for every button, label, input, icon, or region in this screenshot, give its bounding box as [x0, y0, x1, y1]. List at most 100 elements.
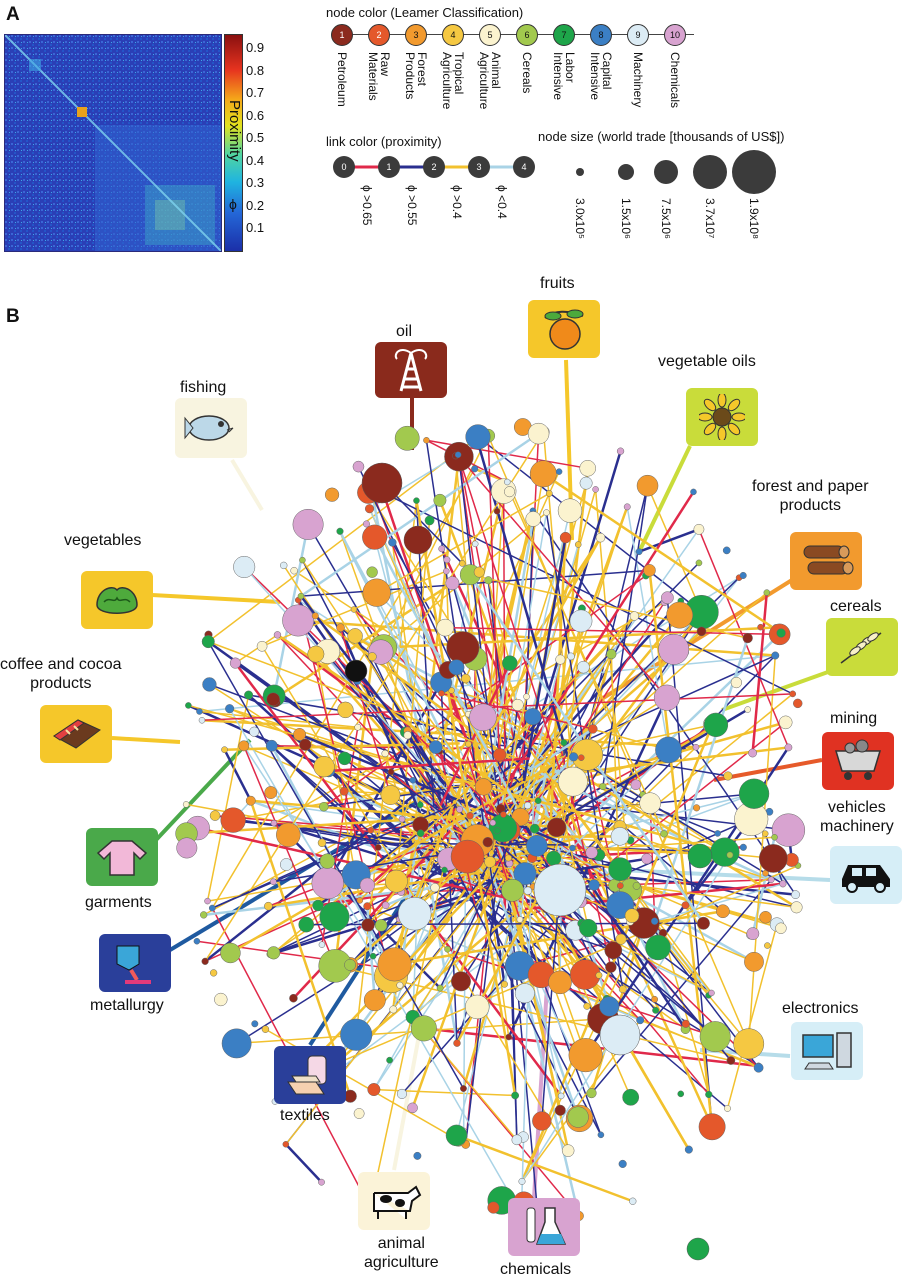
- node-color-legend-item: 5 Animal Agriculture: [472, 24, 508, 109]
- network-node: [569, 752, 579, 762]
- network-node: [389, 1005, 398, 1014]
- legend-node-label: Labor Intensive: [551, 52, 577, 101]
- network-node: [543, 509, 550, 516]
- fabric-rolls-icon: [274, 1046, 346, 1104]
- network-node: [182, 801, 190, 808]
- legend-node-label: Machinery: [631, 52, 645, 108]
- network-node: [374, 844, 382, 851]
- network-link: [551, 755, 575, 780]
- node-size-legend: 3.0x10⁵ 1.5x10⁶ 7.5x10⁶ 3.7x10⁷ 1.9x10⁸: [560, 148, 820, 258]
- network-node: [388, 538, 397, 547]
- network-link: [228, 708, 523, 1215]
- network-node: [436, 618, 454, 637]
- network-node: [523, 886, 533, 895]
- network-link: [297, 619, 600, 976]
- network-node: [645, 934, 671, 961]
- network-node: [293, 728, 306, 741]
- network-node: [208, 904, 216, 912]
- network-node: [461, 673, 471, 684]
- network-link: [471, 537, 602, 766]
- network-node: [708, 989, 715, 997]
- network-node: [511, 698, 524, 711]
- colorbar-tick-label: 0.6: [246, 107, 265, 123]
- link-legend-label: ϕ >0.55: [405, 185, 419, 226]
- network-node: [518, 1177, 526, 1185]
- network-node: [557, 766, 588, 797]
- sweater-icon: [86, 828, 158, 886]
- network-node: [599, 996, 620, 1017]
- network-node: [238, 740, 250, 752]
- legend-node-circle: 1: [331, 24, 353, 46]
- network-link: [522, 537, 567, 782]
- network-node: [789, 690, 797, 698]
- network-node: [629, 1197, 637, 1205]
- network-node: [299, 738, 312, 751]
- node-color-legend-item: 4 Tropical Agriculture: [435, 24, 471, 109]
- link-color-legend: 0 1 2 3 4 ϕ >0.65 ϕ >0.55 ϕ >0.4 ϕ <0.4: [330, 155, 540, 245]
- category-connector-line: [392, 1029, 422, 1171]
- network-node: [397, 896, 432, 931]
- network-node: [523, 693, 530, 700]
- network-node: [359, 877, 375, 893]
- network-link: [473, 431, 569, 757]
- network-node: [723, 771, 733, 781]
- mining-cart-icon: [822, 732, 894, 790]
- network-node: [746, 927, 760, 940]
- network-node: [610, 827, 630, 846]
- network-node: [453, 1039, 461, 1047]
- network-node: [651, 995, 659, 1003]
- network-node: [775, 922, 787, 934]
- network-node: [443, 567, 450, 575]
- category-label-chemicals: chemicals: [500, 1261, 572, 1278]
- network-node: [505, 1033, 512, 1041]
- network-node: [643, 564, 656, 577]
- node-color-legend-item: 9 Machinery: [620, 24, 656, 107]
- network-node: [444, 945, 451, 953]
- network-node: [465, 740, 472, 748]
- network-node: [710, 837, 740, 867]
- node-size-label: 7.5x10⁶: [659, 198, 673, 239]
- network-node: [445, 576, 460, 591]
- network-node: [771, 651, 780, 660]
- network-node: [374, 919, 388, 932]
- category-label-vegetable-oils: vegetable oils: [658, 353, 756, 370]
- cow-icon: [358, 1172, 430, 1230]
- network-node: [362, 578, 391, 607]
- colorbar-tick-label: 0.5: [246, 130, 265, 145]
- network-node: [569, 844, 576, 852]
- link-legend-node: 0: [333, 156, 355, 178]
- network-node: [560, 739, 568, 747]
- proximity-colorbar: [224, 34, 243, 252]
- network-node: [630, 779, 642, 791]
- network-node: [618, 985, 627, 994]
- network-link: [412, 852, 523, 1018]
- network-node: [588, 724, 598, 734]
- network-link: [380, 435, 489, 653]
- network-node: [722, 546, 731, 555]
- network-link: [441, 692, 593, 730]
- node-size-label: 3.0x10⁵: [573, 198, 587, 240]
- network-node: [730, 676, 742, 689]
- network-link: [590, 879, 772, 1094]
- network-node: [652, 1006, 660, 1014]
- network-node: [742, 633, 753, 644]
- network-node: [513, 862, 537, 886]
- network-link: [376, 477, 471, 748]
- network-link: [201, 719, 697, 749]
- network-link: [507, 822, 518, 1140]
- network-node: [605, 961, 617, 973]
- network-node: [229, 657, 241, 669]
- network-node-large: [599, 1014, 641, 1056]
- network-node: [416, 829, 425, 838]
- node-color-legend-item: 8 Capital Intensive: [583, 24, 619, 100]
- legend-node-circle: 2: [368, 24, 390, 46]
- network-node: [367, 827, 374, 834]
- link-legend-label: ϕ <0.4: [495, 185, 509, 219]
- network-link: [415, 500, 517, 1096]
- network-node: [279, 858, 293, 871]
- network-node: [641, 853, 653, 865]
- legend-node-circle: 4: [442, 24, 464, 46]
- network-node: [697, 916, 710, 930]
- network-node: [776, 628, 786, 638]
- network-link: [369, 739, 472, 1209]
